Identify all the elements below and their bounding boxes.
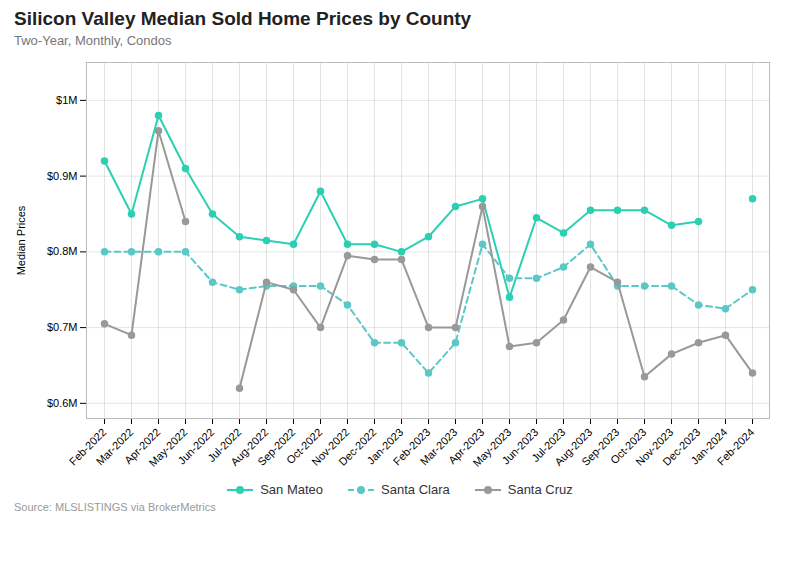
html-text:Two-Year, Monthly, Condos: Two-Year, Monthly, Condos	[14, 33, 172, 48]
svg-text:$0.9M: $0.9M	[47, 170, 78, 182]
svg-text:Dec-2023: Dec-2023	[660, 425, 703, 468]
html-text:San Mateo: San Mateo	[260, 482, 324, 497]
svg-text:Sep-2022: Sep-2022	[255, 425, 298, 468]
svg-text:Jun-2023: Jun-2023	[499, 425, 541, 467]
svg-text:$0.6M: $0.6M	[47, 397, 78, 409]
svg-text:Feb-2022: Feb-2022	[66, 425, 109, 468]
svg-text:Mar-2022: Mar-2022	[93, 425, 136, 468]
svg-text:Jan-2024: Jan-2024	[688, 425, 730, 467]
svg-text:Jul-2023: Jul-2023	[529, 425, 568, 465]
svg-text:Median Prices: Median Prices	[15, 205, 27, 275]
svg-text:Feb-2023: Feb-2023	[390, 425, 433, 468]
svg-text:Apr-2023: Apr-2023	[445, 425, 487, 467]
svg-text:Nov-2023: Nov-2023	[633, 425, 676, 468]
html-text:Santa Clara: Santa Clara	[381, 482, 450, 497]
svg-text:Mar-2023: Mar-2023	[417, 425, 460, 468]
html-text:Source: MLSLISTINGS via Broker: Source: MLSLISTINGS via BrokerMetrics	[14, 501, 216, 513]
html-text:Santa Cruz: Santa Cruz	[507, 482, 573, 497]
svg-text:Apr-2022: Apr-2022	[121, 425, 163, 467]
html-text:Silicon Valley Median Sold Hom: Silicon Valley Median Sold Home Prices b…	[14, 8, 472, 29]
svg-text:Aug-2022: Aug-2022	[228, 425, 271, 468]
svg-text:Jan-2023: Jan-2023	[364, 425, 406, 467]
svg-text:Sep-2023: Sep-2023	[579, 425, 622, 468]
svg-text:$0.8M: $0.8M	[47, 245, 78, 257]
svg-text:$1M: $1M	[56, 94, 77, 106]
svg-text:Jul-2022: Jul-2022	[205, 425, 244, 465]
svg-text:Aug-2023: Aug-2023	[552, 425, 595, 468]
svg-text:Feb-2024: Feb-2024	[715, 426, 757, 468]
svg-text:Oct-2022: Oct-2022	[283, 425, 325, 467]
svg-text:Nov-2022: Nov-2022	[309, 425, 352, 468]
svg-text:Dec-2022: Dec-2022	[336, 425, 379, 468]
svg-text:$0.7M: $0.7M	[47, 321, 78, 333]
svg-text:May-2023: May-2023	[470, 425, 514, 469]
svg-text:May-2022: May-2022	[146, 425, 190, 469]
svg-text:Oct-2023: Oct-2023	[607, 425, 649, 467]
svg-text:Jun-2022: Jun-2022	[175, 425, 217, 467]
